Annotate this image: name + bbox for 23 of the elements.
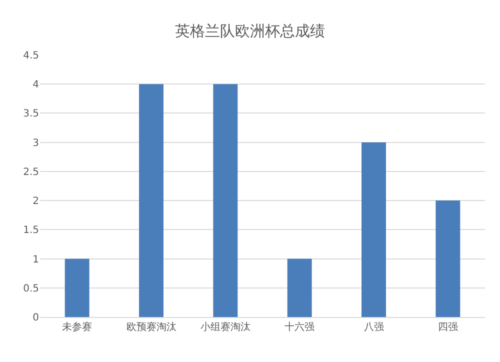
y-tick-label: 4.5	[23, 50, 39, 62]
x-tick-label: 未参赛	[62, 321, 92, 333]
y-tick-label: 1.5	[23, 225, 39, 236]
y-tick-label: 0.5	[23, 283, 39, 294]
y-tick-label: 0	[32, 312, 39, 324]
y-tick-label: 2	[32, 196, 39, 208]
x-tick-label: 十六强	[284, 321, 315, 333]
y-tick-label: 3.5	[23, 108, 39, 120]
x-tick-label: 四强	[438, 322, 458, 333]
x-tick-label: 欧预赛淘汰	[126, 321, 176, 333]
bar	[64, 258, 90, 317]
y-tick-label: 4	[32, 80, 39, 91]
bar	[287, 258, 312, 317]
bar	[362, 142, 386, 317]
bar	[139, 84, 164, 317]
y-tick-label: 3	[32, 138, 39, 149]
bar	[213, 84, 238, 317]
bar	[436, 200, 460, 317]
x-tick-label: 小组赛淘汰	[200, 321, 250, 333]
x-tick-label: 八强	[364, 322, 384, 333]
y-tick-label: 1	[32, 254, 39, 266]
chart-title: 英格兰队欧洲杯总成绩	[175, 22, 325, 40]
y-tick-label: 2.5	[23, 166, 39, 178]
